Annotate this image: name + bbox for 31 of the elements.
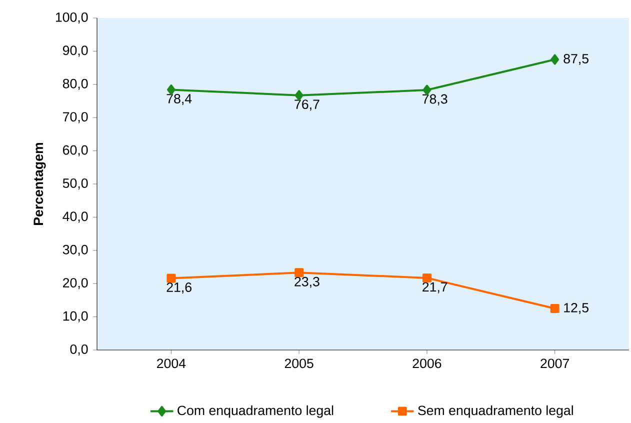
y-tick-label: 10,0 — [63, 311, 88, 322]
y-tick-label: 30,0 — [62, 244, 88, 256]
point — [550, 304, 560, 313]
data-label: 21,6 — [166, 282, 192, 294]
data-label: 78,4 — [166, 94, 192, 105]
y-tick-label: 70,0 — [63, 112, 88, 124]
x-tick-label: 2004 — [157, 358, 186, 368]
data-label: 78,3 — [422, 94, 448, 106]
y-tick-label: 40,0 — [62, 212, 88, 223]
x-tick-label: 2006 — [412, 358, 442, 368]
y-tick-label: 20,0 — [63, 278, 88, 290]
y-axis-title: Percentagem — [34, 142, 46, 225]
y-tick-label: 100,0 — [56, 12, 88, 24]
x-tick-label: 2005 — [284, 358, 314, 368]
y-tick-label: 0,0 — [70, 344, 88, 356]
point — [166, 274, 176, 283]
point — [550, 54, 560, 65]
legend-label: Com enquadramento legal — [178, 405, 334, 418]
y-tick-label: 60,0 — [63, 145, 88, 156]
data-label: 21,7 — [422, 282, 448, 294]
y-tick-label: 50,0 — [62, 178, 88, 190]
data-label: 76,7 — [294, 100, 320, 111]
legend-label: Sem enquadramento legal — [418, 405, 573, 418]
point — [166, 84, 176, 95]
data-label: 23,3 — [294, 276, 320, 288]
y-tick-label: 80,0 — [62, 78, 88, 90]
data-label: 87,5 — [564, 54, 588, 66]
y-tick-label: 90,0 — [62, 46, 88, 57]
x-tick-label: 2007 — [540, 358, 569, 368]
data-label: 12,5 — [564, 302, 588, 314]
point — [422, 273, 432, 282]
